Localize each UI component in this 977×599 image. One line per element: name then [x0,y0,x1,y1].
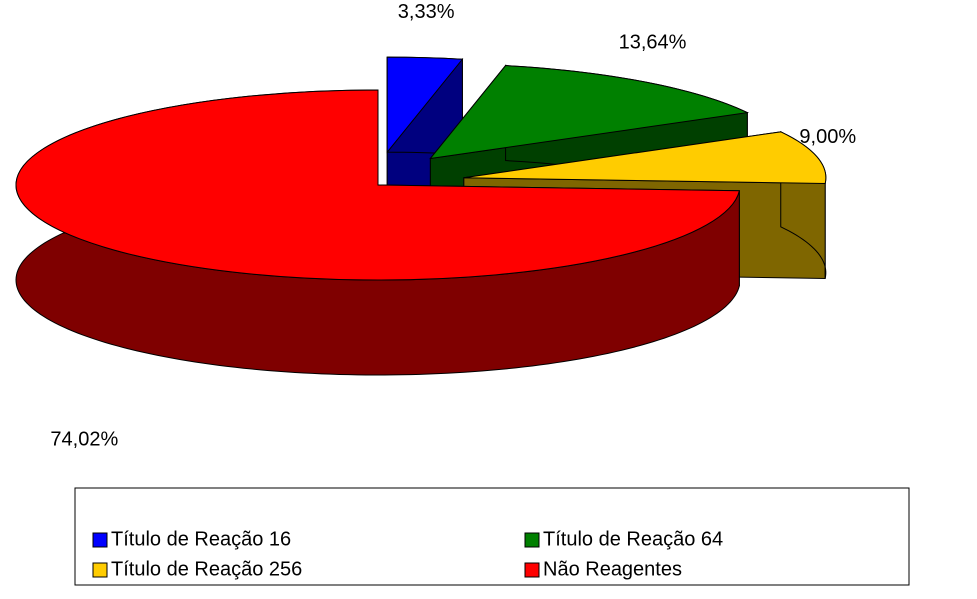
slice [15,89,740,281]
slice [463,131,827,185]
legend-label: Título de Reação 64 [543,528,723,550]
legend-swatch [92,562,108,578]
legend-swatch [524,532,540,548]
data-label: 13,64% [619,32,687,54]
slice-tops [15,56,827,281]
legend-label: Título de Reação 256 [111,558,302,580]
legend-label: Não Reagentes [543,558,682,580]
labels: 3,33% 13,64% 9,00% 74,02% [50,1,856,450]
data-label: 9,00% [799,126,856,148]
slice [386,56,464,154]
data-label: 74,02% [50,428,118,450]
legend-label: Título de Reação 16 [111,528,291,550]
legend-swatch [524,562,540,578]
legend-box [74,487,910,586]
slice [429,65,750,160]
data-label: 3,33% [398,1,455,23]
legend-swatch [92,532,108,548]
